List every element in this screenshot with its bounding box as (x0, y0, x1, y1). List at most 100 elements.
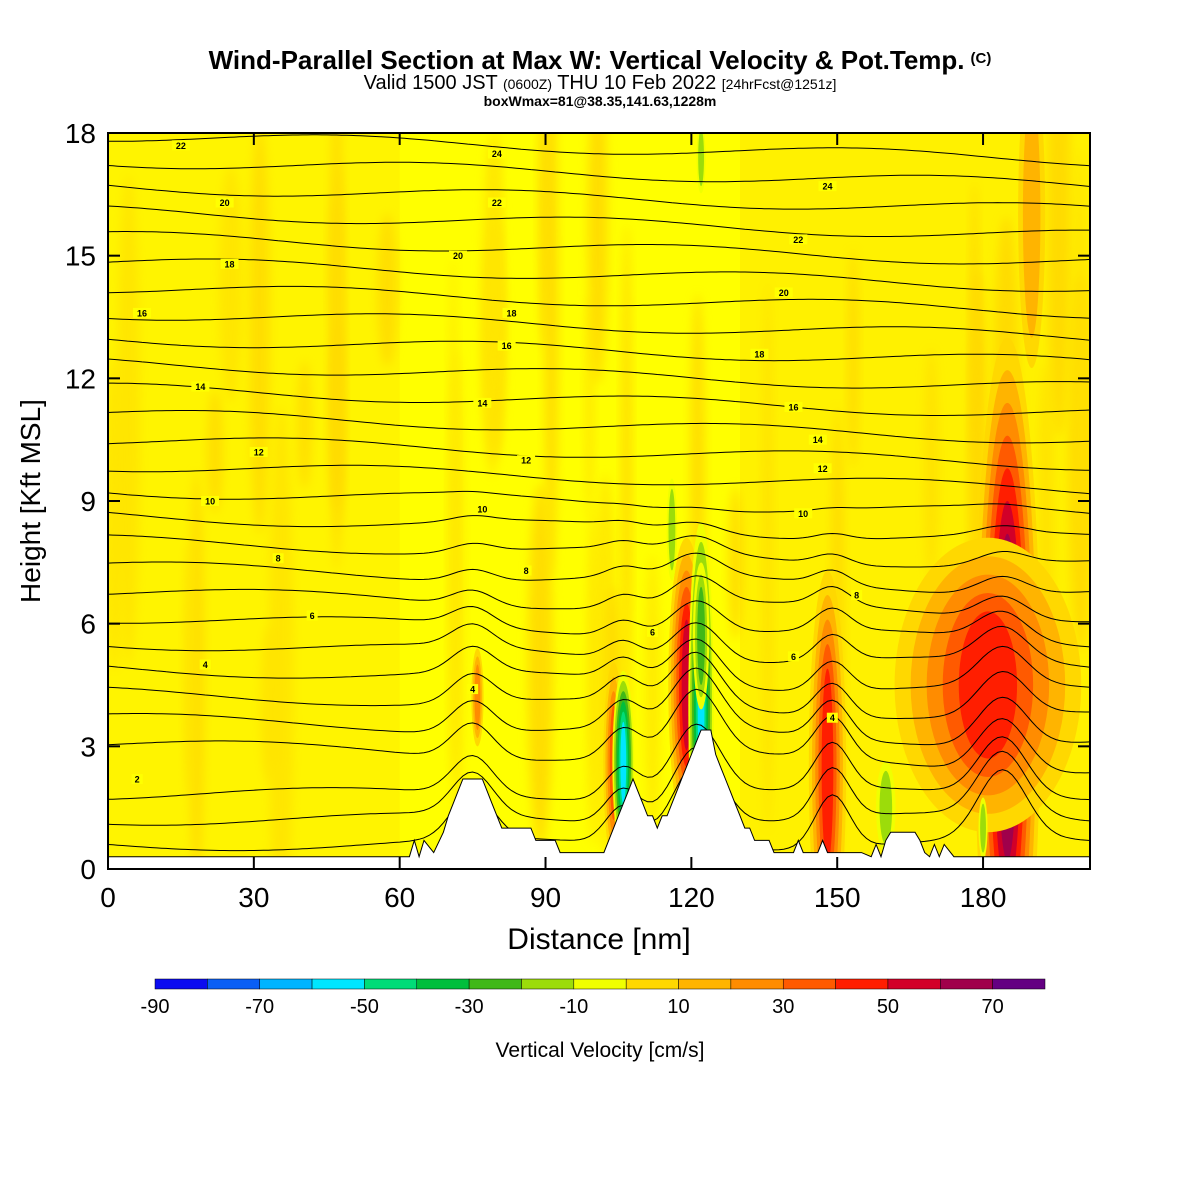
theta-label-text: 4 (203, 660, 208, 670)
weak-updraft-band (207, 389, 223, 514)
theta-contour-line (108, 638, 1090, 691)
theta-label-text: 12 (521, 456, 531, 466)
theta-contour-line (108, 651, 1090, 719)
theta-label-bg (467, 684, 479, 695)
x-tick-label: 30 (238, 882, 269, 913)
weak-updraft-band (260, 625, 280, 784)
theta-label-bg (473, 397, 492, 408)
theta-contour-label: 14 (808, 434, 827, 445)
weak-updraft-band (1075, 146, 1087, 565)
theta-label-text: 24 (822, 182, 832, 192)
theta-contour-label: 12 (813, 463, 832, 474)
theta-contour-line (108, 575, 1090, 623)
theta-label-text: 4 (470, 685, 475, 695)
w-feature (666, 478, 678, 581)
theta-label-text: 8 (276, 554, 281, 564)
theta-label-text: 14 (195, 382, 205, 392)
theta-label-bg (789, 234, 808, 245)
theta-label-bg (502, 307, 521, 318)
theta-contour-line (108, 667, 1090, 746)
x-axis: 0 30 60 90 120 150 180 (100, 133, 1006, 913)
weak-updraft-band (923, 347, 940, 584)
weak-updraft-band (621, 223, 632, 740)
theta-contour-line (108, 338, 1090, 362)
colorbar-label: Vertical Velocity [cm/s] (496, 1039, 705, 1062)
theta-contour-label: 6 (306, 610, 318, 621)
theta-contour-label: 22 (789, 234, 808, 245)
colorbar-tick-label: -10 (559, 996, 588, 1018)
weak-updraft-band (218, 165, 243, 402)
weak-updraft-band (645, 553, 660, 832)
y-tick-label: 0 (80, 854, 96, 885)
w-feature (978, 797, 988, 859)
theta-contour-line (108, 410, 1090, 444)
theta-label-text: 2 (135, 775, 140, 785)
theta-label-text: 14 (477, 398, 487, 408)
theta-label-text: 22 (793, 235, 803, 245)
theta-contour-line (108, 285, 1090, 319)
theta-contour-line (108, 358, 1090, 389)
colorbar-swatch (573, 978, 627, 990)
theta-contour-line (108, 258, 1090, 292)
theta-label-bg (826, 712, 838, 723)
theta-label-bg (808, 434, 827, 445)
w-feature (471, 648, 484, 747)
theta-label-bg (199, 659, 211, 670)
theta-label-bg (813, 463, 832, 474)
theta-contour-label: 8 (520, 565, 532, 576)
colorbar-tick-label: 30 (772, 996, 794, 1018)
theta-label-bg (133, 307, 152, 318)
colorbar-swatch (521, 978, 575, 990)
weak-updraft-band (117, 174, 141, 666)
theta-contour-label: 18 (750, 348, 769, 359)
y-tick-label: 3 (80, 731, 96, 762)
colorbar-tick-label: 70 (982, 996, 1004, 1018)
colorbar-swatch (416, 978, 470, 990)
weak-updraft-band (970, 180, 980, 463)
valid-time: Valid 1500 JST (363, 72, 498, 94)
theta-contour-label: 10 (201, 496, 220, 507)
weak-updraft-band (1047, 133, 1071, 438)
colorbar-swatch (678, 978, 732, 990)
theta-label-bg (201, 496, 220, 506)
theta-label-text: 12 (818, 464, 828, 474)
theta-contour-label: 16 (133, 307, 152, 318)
theta-contour-label: 22 (487, 197, 506, 208)
theta-label-text: 18 (506, 308, 516, 318)
theta-contour-label: 12 (249, 446, 268, 457)
colorbar: -90 -70 -50 -30 -10 10 30 50 70 (141, 978, 1046, 1018)
theta-contour-line (108, 764, 1090, 852)
weak-updraft-band (249, 133, 270, 535)
theta-contour-line (108, 313, 1090, 341)
theta-label-bg (131, 774, 143, 785)
theta-contour-line (108, 534, 1090, 568)
theta-contour-label: 6 (787, 651, 799, 662)
theta-label-text: 6 (650, 627, 655, 637)
weak-updraft-band (762, 279, 774, 834)
colorbar-swatch (154, 978, 208, 990)
colorbar-swatch (730, 978, 784, 990)
colorbar-tick-label: 10 (667, 996, 689, 1018)
colorbar-swatch (625, 978, 679, 990)
theta-contour-label: 14 (191, 381, 210, 392)
weak-updraft-band (587, 133, 608, 385)
theta-contour-label: 24 (487, 148, 506, 159)
theta-label-bg (750, 348, 769, 359)
colorbar-swatch (835, 978, 889, 990)
theta-contour-line (108, 382, 1090, 416)
theta-label-bg (215, 197, 234, 208)
forecast-info: [24hrFcst@1251z] (721, 76, 837, 92)
theta-label-bg (449, 250, 468, 261)
theta-contour-line (108, 600, 1090, 648)
theta-label-bg (487, 197, 506, 208)
theta-contour-label: 22 (171, 140, 190, 151)
colorbar-swatch (207, 978, 260, 990)
colorbar-swatch (364, 978, 418, 990)
w-feature (692, 562, 710, 710)
weak-updraft-band (586, 510, 600, 846)
theta-contour-line (108, 490, 1090, 514)
theta-contour-line (108, 746, 1090, 826)
chart-subtitle: Valid 1500 JST (0600Z) THU 10 Feb 2022 [… (0, 72, 1200, 95)
chart-title: Wind-Parallel Section at Max W: Vertical… (0, 44, 1200, 75)
colorbar-tick-label: -90 (141, 996, 170, 1018)
